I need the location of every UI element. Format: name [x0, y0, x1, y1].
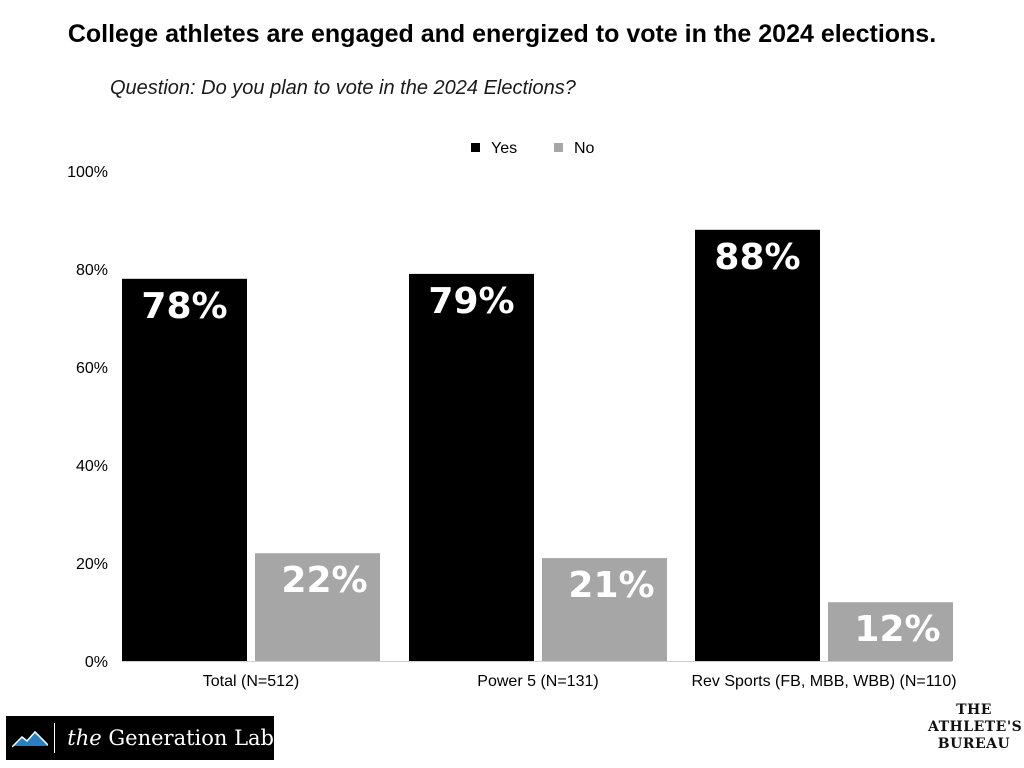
x-category-label: Power 5 (N=131) — [477, 673, 598, 690]
data-label-no: 21% — [568, 565, 654, 606]
bar-yes — [695, 229, 820, 662]
data-label-yes: 78% — [141, 286, 227, 327]
bureau-line-3: BUREAU — [937, 736, 1011, 752]
bar-no — [828, 602, 953, 661]
chart-subtitle: Question: Do you plan to vote in the 202… — [110, 77, 576, 99]
athletes-bureau-logo: THE ATHLETE'S BUREAU — [928, 702, 1023, 753]
y-tick-label: 40% — [76, 458, 108, 475]
brand-divider — [54, 723, 56, 753]
x-category-label: Total (N=512) — [203, 673, 300, 690]
bar-no — [255, 553, 380, 661]
data-label-no: 12% — [854, 609, 940, 650]
brand-name: Generation Lab — [108, 726, 274, 750]
brand-prefix: the — [67, 726, 102, 750]
x-category-label: Rev Sports (FB, MBB, WBB) (N=110) — [691, 673, 956, 690]
bar-yes — [122, 278, 247, 661]
legend-label-no: No — [574, 140, 595, 157]
chart-title: College athletes are engaged and energiz… — [67, 20, 937, 48]
bureau-line-2: ATHLETE'S — [928, 719, 1023, 735]
y-tick-label: 100% — [67, 164, 108, 181]
y-tick-label: 60% — [76, 360, 108, 377]
data-label-yes: 88% — [714, 237, 800, 278]
data-label-yes: 79% — [428, 281, 514, 322]
legend-label-yes: Yes — [491, 140, 517, 157]
bureau-line-1: THE — [956, 702, 992, 718]
legend-swatch-no — [554, 143, 563, 152]
legend-swatch-yes — [471, 143, 480, 152]
bar-chart: 0% 20% 40% 60% 80% 100% 78% 22% Total (N=512) 79%… — [67, 140, 956, 690]
bar-no — [542, 558, 667, 661]
mountain-icon — [6, 716, 54, 760]
y-tick-label: 0% — [85, 654, 108, 671]
bar-yes — [409, 273, 534, 661]
data-label-no: 22% — [281, 560, 367, 601]
generation-lab-logo: the Generation Lab — [6, 716, 274, 760]
y-tick-label: 80% — [76, 262, 108, 279]
generation-lab-wordmark: the Generation Lab — [67, 726, 274, 750]
y-tick-label: 20% — [76, 556, 108, 573]
